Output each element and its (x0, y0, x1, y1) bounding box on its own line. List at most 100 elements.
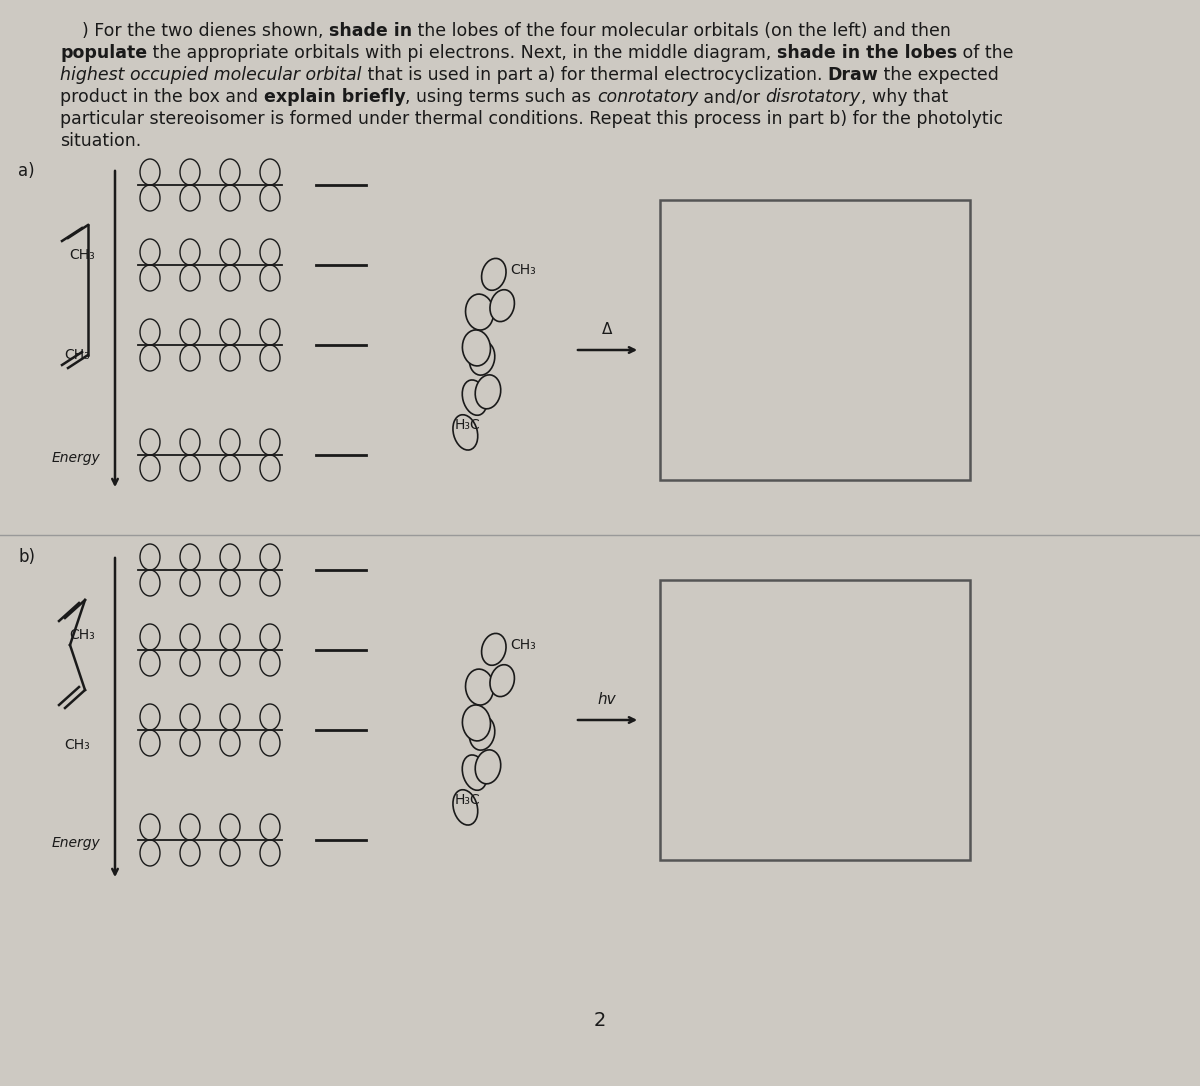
Ellipse shape (140, 265, 160, 291)
Ellipse shape (220, 345, 240, 371)
Text: CH₃: CH₃ (65, 738, 90, 752)
Ellipse shape (260, 570, 280, 596)
Ellipse shape (140, 704, 160, 730)
Text: particular stereoisomer is formed under thermal conditions. Repeat this process : particular stereoisomer is formed under … (60, 110, 1003, 128)
Text: b): b) (18, 548, 35, 566)
Bar (660, 200, 970, 480)
Ellipse shape (462, 330, 491, 366)
Ellipse shape (220, 159, 240, 185)
Ellipse shape (180, 624, 200, 651)
Text: Energy: Energy (52, 451, 100, 465)
Ellipse shape (220, 319, 240, 345)
Text: CH₃: CH₃ (70, 248, 95, 262)
Ellipse shape (481, 633, 506, 666)
Text: explain briefly: explain briefly (264, 88, 406, 106)
Ellipse shape (260, 159, 280, 185)
Text: hv: hv (598, 692, 617, 707)
Bar (660, 580, 970, 860)
Ellipse shape (180, 814, 200, 839)
Ellipse shape (260, 429, 280, 455)
Text: that is used in part a) for thermal electrocyclization.: that is used in part a) for thermal elec… (361, 66, 828, 84)
Ellipse shape (140, 185, 160, 211)
Ellipse shape (260, 345, 280, 371)
Text: Δ: Δ (602, 323, 612, 337)
Ellipse shape (490, 290, 515, 321)
Ellipse shape (466, 669, 493, 705)
Ellipse shape (220, 651, 240, 675)
Ellipse shape (220, 730, 240, 756)
Ellipse shape (180, 455, 200, 481)
Ellipse shape (140, 239, 160, 265)
Ellipse shape (180, 704, 200, 730)
Ellipse shape (140, 624, 160, 651)
Ellipse shape (180, 239, 200, 265)
Text: , why that: , why that (860, 88, 948, 106)
Ellipse shape (180, 159, 200, 185)
Text: disrotatory: disrotatory (766, 88, 860, 106)
Ellipse shape (260, 239, 280, 265)
Ellipse shape (260, 730, 280, 756)
Ellipse shape (220, 185, 240, 211)
Ellipse shape (469, 716, 494, 750)
Ellipse shape (220, 624, 240, 651)
Text: conrotatory: conrotatory (596, 88, 698, 106)
Text: shade in the lobes: shade in the lobes (778, 45, 958, 62)
Text: CH₃: CH₃ (510, 263, 535, 277)
Ellipse shape (180, 730, 200, 756)
Ellipse shape (140, 345, 160, 371)
Text: populate: populate (60, 45, 148, 62)
Text: of the: of the (958, 45, 1014, 62)
Ellipse shape (180, 570, 200, 596)
Text: shade in: shade in (329, 22, 412, 40)
Ellipse shape (452, 790, 478, 825)
Text: Energy: Energy (52, 836, 100, 850)
Ellipse shape (475, 375, 500, 408)
Text: a): a) (18, 162, 35, 180)
Text: the lobes of the four molecular orbitals (on the left) and then: the lobes of the four molecular orbitals… (412, 22, 952, 40)
Text: highest occupied molecular orbital: highest occupied molecular orbital (60, 66, 361, 84)
Text: Draw: Draw (828, 66, 878, 84)
Text: the expected: the expected (878, 66, 1000, 84)
Text: ) For the two dienes shown,: ) For the two dienes shown, (60, 22, 329, 40)
Ellipse shape (220, 239, 240, 265)
Ellipse shape (260, 624, 280, 651)
Ellipse shape (481, 258, 506, 290)
Text: situation.: situation. (60, 132, 142, 150)
Text: H₃C: H₃C (455, 418, 481, 432)
Ellipse shape (260, 544, 280, 570)
Ellipse shape (260, 265, 280, 291)
Ellipse shape (220, 704, 240, 730)
Ellipse shape (220, 455, 240, 481)
Ellipse shape (462, 755, 487, 791)
Ellipse shape (260, 185, 280, 211)
Text: and/or: and/or (698, 88, 766, 106)
Ellipse shape (180, 185, 200, 211)
Ellipse shape (180, 345, 200, 371)
Ellipse shape (140, 570, 160, 596)
Ellipse shape (180, 651, 200, 675)
Text: CH₃: CH₃ (65, 348, 90, 362)
Ellipse shape (140, 839, 160, 866)
Ellipse shape (469, 341, 494, 375)
Ellipse shape (140, 429, 160, 455)
Ellipse shape (260, 814, 280, 839)
Ellipse shape (180, 839, 200, 866)
Text: CH₃: CH₃ (510, 637, 535, 652)
Ellipse shape (140, 544, 160, 570)
Ellipse shape (220, 839, 240, 866)
Ellipse shape (452, 415, 478, 450)
Ellipse shape (462, 380, 487, 415)
Text: the appropriate orbitals with pi electrons. Next, in the middle diagram,: the appropriate orbitals with pi electro… (148, 45, 778, 62)
Ellipse shape (140, 730, 160, 756)
Ellipse shape (140, 814, 160, 839)
Ellipse shape (260, 651, 280, 675)
Ellipse shape (180, 544, 200, 570)
Text: 2: 2 (594, 1010, 606, 1030)
Ellipse shape (260, 319, 280, 345)
Ellipse shape (220, 429, 240, 455)
Ellipse shape (220, 544, 240, 570)
Ellipse shape (466, 294, 493, 330)
Text: , using terms such as: , using terms such as (406, 88, 596, 106)
Text: H₃C: H₃C (455, 793, 481, 807)
Ellipse shape (180, 265, 200, 291)
